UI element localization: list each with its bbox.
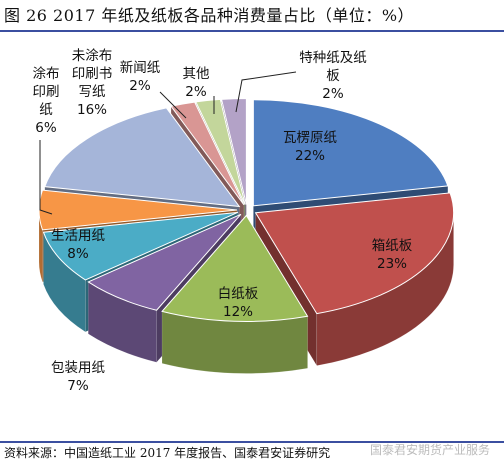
slice-label-未涂布印刷书写纸: 未涂布印刷书写纸 16%: [72, 48, 113, 118]
pie-slice-特种纸及纸板: [220, 98, 247, 205]
pie-slice-白纸板: [161, 214, 309, 322]
leader-line-特种纸及纸板: [235, 71, 297, 113]
pie-slice-未涂布印刷书写纸: [44, 107, 241, 208]
pie-slice-包装用纸: [87, 213, 242, 311]
footer-divider: [0, 441, 504, 443]
pie-slice-其他: [195, 98, 246, 205]
slice-label-特种纸及纸板: 特种纸及纸板 2%: [299, 50, 367, 102]
slice-label-包装用纸: 包装用纸 7%: [51, 360, 105, 394]
pie-slice-生活用纸: [42, 211, 239, 281]
slice-label-箱纸板: 箱纸板 23%: [372, 238, 413, 272]
watermark: 国泰君安期货产业服务: [369, 443, 490, 457]
slice-label-新闻纸: 新闻纸 2%: [120, 60, 161, 94]
pie-slice-新闻纸: [170, 101, 245, 206]
slice-label-白纸板: 白纸板 12%: [218, 286, 259, 320]
figure-title: 图 26 2017 年纸及纸板各品种消费量占比（单位：%）: [4, 6, 415, 25]
pie-chart: 瓦楞原纸 22% 箱纸板 23% 白纸板 12% 包装用纸 7% 生活用纸 8% 涂布印刷纸 6% 未涂…: [33, 48, 455, 394]
pie-slice-涂布印刷纸: [38, 189, 238, 231]
slice-label-涂布印刷纸: 涂布印刷纸 6%: [33, 66, 60, 136]
slice-label-生活用纸: 生活用纸 8%: [51, 228, 105, 262]
leader-line-新闻纸: [159, 91, 187, 119]
leader-line-涂布印刷纸: [39, 140, 53, 215]
source-note: 资料来源：中国造纸工业 2017 年度报告、国泰君安证券研究: [4, 446, 331, 460]
title-divider: [0, 30, 504, 32]
slice-label-瓦楞原纸: 瓦楞原纸 22%: [283, 130, 337, 164]
slice-label-其他: 其他 2%: [183, 66, 210, 100]
pie-slice-箱纸板: [254, 192, 455, 315]
pie-slice-瓦楞原纸: [252, 99, 449, 207]
